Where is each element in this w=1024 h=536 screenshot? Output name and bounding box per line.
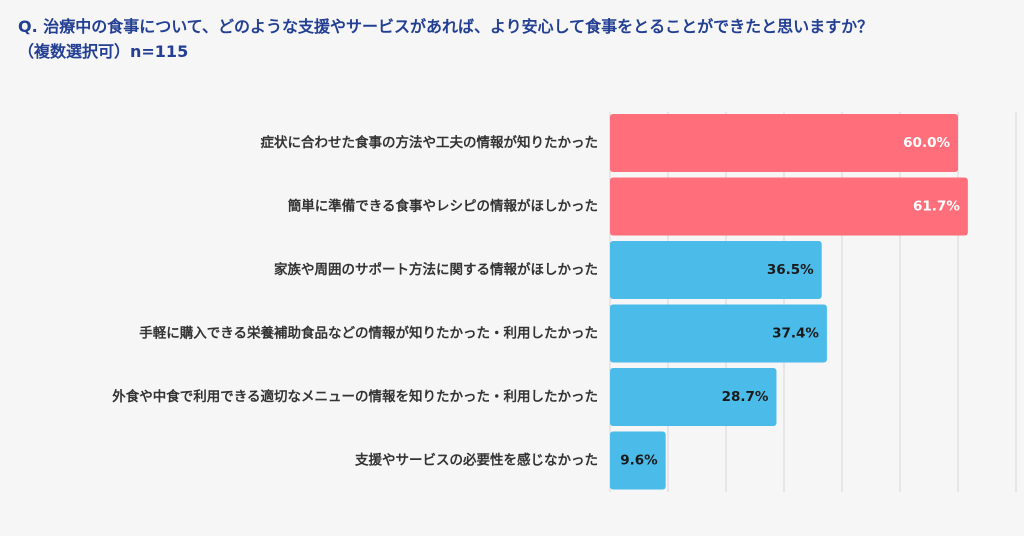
category-label-0: 症状に合わせた食事の方法や工夫の情報が知りたかった <box>261 134 599 151</box>
bars <box>610 114 968 490</box>
bar-1 <box>610 177 968 236</box>
category-labels: 症状に合わせた食事の方法や工夫の情報が知りたかった簡単に準備できる食事やレシピの… <box>112 134 598 469</box>
bar-4 <box>610 368 777 426</box>
value-labels: 60.0% 61.7% 36.5% 37.4% 28.7% 9.6% <box>620 135 960 469</box>
category-label-4: 外食や中食で利用できる適切なメニューの情報を知りたかった・利用したかった <box>112 388 598 405</box>
bar-2 <box>610 241 822 299</box>
question-line-2: （複数選択可）n=115 <box>18 42 189 61</box>
value-label-3: 37.4% <box>772 326 819 342</box>
bar-0 <box>610 114 958 172</box>
value-label-0: 60.0% <box>903 135 950 151</box>
value-label-5: 9.6% <box>620 453 658 469</box>
bar-5 <box>610 431 666 490</box>
value-label-4: 28.7% <box>722 389 769 405</box>
question-title: Q. 治療中の食事について、どのような支援やサービスがあれば、より安心して食事を… <box>18 14 1008 64</box>
value-label-2: 36.5% <box>767 262 814 278</box>
question-line-1: Q. 治療中の食事について、どのような支援やサービスがあれば、より安心して食事を… <box>18 17 874 36</box>
bar-3 <box>610 304 827 363</box>
category-label-2: 家族や周囲のサポート方法に関する情報がほしかった <box>274 261 598 278</box>
category-label-3: 手軽に購入できる栄養補助食品などの情報が知りたかった・利用したかった <box>139 325 598 342</box>
grid-lines <box>609 112 1017 492</box>
value-label-1: 61.7% <box>913 199 960 215</box>
category-label-5: 支援やサービスの必要性を感じなかった <box>354 452 598 469</box>
category-label-1: 簡単に準備できる食事やレシピの情報がほしかった <box>288 198 598 215</box>
